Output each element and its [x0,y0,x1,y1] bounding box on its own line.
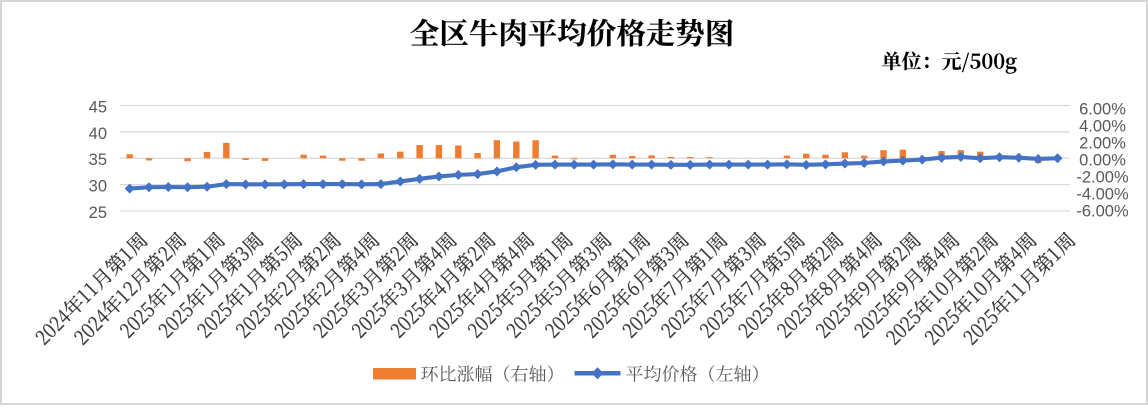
svg-text:0.00%: 0.00% [1079,152,1126,170]
svg-text:30: 30 [89,178,107,196]
svg-text:6.00%: 6.00% [1079,100,1126,118]
svg-text:-4.00%: -4.00% [1076,186,1129,204]
svg-text:4.00%: 4.00% [1079,117,1126,135]
svg-text:-6.00%: -6.00% [1076,203,1129,221]
svg-text:-2.00%: -2.00% [1076,169,1129,187]
svg-text:45: 45 [89,99,107,117]
svg-text:2.00%: 2.00% [1079,134,1126,152]
svg-text:35: 35 [89,151,107,169]
svg-text:25: 25 [89,204,107,222]
svg-text:40: 40 [89,125,107,143]
